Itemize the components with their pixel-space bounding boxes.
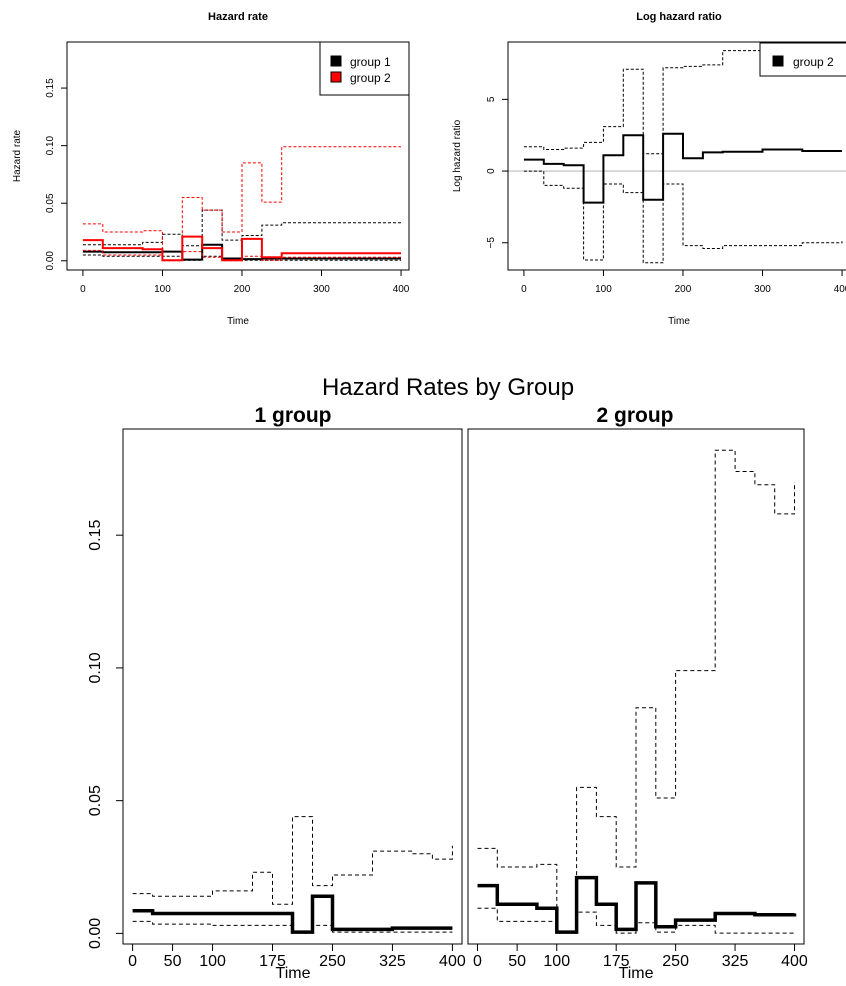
- hazard-rates-by-group: Hazard Rates by Group 1 group 0 50 100 175 2…: [87, 374, 808, 982]
- panel-estimate-group-1: [132, 894, 453, 934]
- legend-swatch-group-2-ratio: [772, 55, 784, 67]
- hazard-rate-title: Hazard rate: [208, 11, 268, 23]
- x-tick-label: 325: [379, 953, 406, 970]
- y-tick-label: 0.05: [87, 785, 104, 816]
- x-tick-label: 400: [439, 953, 466, 970]
- x-tick-label: 175: [259, 953, 286, 970]
- log-hr-lower-ci: [523, 170, 843, 264]
- x-tick-label: 400: [834, 284, 846, 295]
- x-tick-label: 100: [154, 284, 171, 295]
- panel-upper-ci-group-2: [477, 449, 795, 933]
- log-hazard-ratio-ylabel: Log hazard ratio: [452, 119, 463, 192]
- legend-label-group-1: group 1: [350, 55, 391, 69]
- y-tick-label: 0.15: [87, 520, 104, 551]
- y-tick-label: 0.00: [45, 251, 56, 271]
- x-tick-label: 400: [781, 953, 808, 970]
- panel-2-group-frame: [467, 428, 805, 945]
- x-tick-label: 100: [595, 284, 612, 295]
- panel-lower-ci-group-1: [132, 920, 453, 934]
- x-tick-label: 200: [675, 284, 692, 295]
- x-tick-label: 325: [722, 953, 749, 970]
- hazard-rate-legend-box: [319, 41, 410, 96]
- panel-2-group-title: 2 group: [597, 404, 674, 427]
- log-hazard-ratio-title: Log hazard ratio: [636, 11, 722, 23]
- hazard-upper-ci-group-2: [82, 146, 401, 261]
- panel-1-group-xlabel: Time: [276, 965, 311, 982]
- hazard-rates-by-group-title: Hazard Rates by Group: [322, 374, 574, 401]
- panel-1-group-title: 1 group: [255, 404, 332, 427]
- y-tick-label: 0: [486, 168, 497, 174]
- hazard-estimate-group-2: [82, 235, 401, 262]
- x-tick-label: 250: [319, 953, 346, 970]
- log-hr-estimate: [523, 132, 842, 204]
- hazard-rate-panel: Hazard rate 0 100 200 300 400 0.00 0.05 0.10 0.1…: [12, 11, 410, 327]
- x-tick-label: 100: [199, 953, 226, 970]
- log-hazard-ratio-xlabel: Time: [668, 316, 690, 327]
- y-tick-label: −5: [486, 237, 497, 249]
- legend-label-group-2-ratio: group 2: [793, 55, 834, 69]
- x-tick-label: 175: [603, 953, 630, 970]
- hazard-upper-ci-group-1: [82, 209, 401, 247]
- x-tick-label: 0: [473, 953, 482, 970]
- x-tick-label: 0: [80, 284, 86, 295]
- y-tick-label: 0.05: [45, 193, 56, 213]
- log-hazard-ratio-legend: group 2: [759, 42, 846, 77]
- legend-swatch-group-1: [330, 55, 342, 67]
- hazard-estimate-group-1: [82, 243, 401, 261]
- y-tick-label: 0.15: [45, 78, 56, 98]
- hazard-rate-ylabel: Hazard rate: [12, 129, 23, 182]
- legend-swatch-group-2: [330, 71, 342, 83]
- panel-2-group-xlabel: Time: [619, 965, 654, 982]
- log-hazard-ratio-plot-frame: [507, 41, 846, 271]
- x-tick-label: 100: [543, 953, 570, 970]
- x-tick-label: 200: [234, 284, 251, 295]
- hazard-lower-ci-group-1: [82, 254, 401, 261]
- panel-estimate-group-2: [477, 875, 797, 934]
- panel-1-group-frame: [122, 428, 463, 945]
- y-tick-label: 0.00: [87, 918, 104, 949]
- hazard-rate-plot-frame: [66, 41, 410, 271]
- x-tick-label: 0: [128, 953, 137, 970]
- x-tick-label: 50: [508, 953, 526, 970]
- x-tick-label: 400: [393, 284, 410, 295]
- log-hr-upper-ci: [523, 50, 843, 155]
- panel-upper-ci-group-1: [132, 816, 453, 905]
- hazard-rate-legend: group 1 group 2: [319, 41, 410, 96]
- legend-label-group-2: group 2: [350, 71, 391, 85]
- y-tick-label: 5: [486, 96, 497, 102]
- x-tick-label: 300: [313, 284, 330, 295]
- x-tick-label: 50: [164, 953, 182, 970]
- hazard-lower-ci-group-2: [82, 249, 401, 262]
- x-tick-label: 250: [662, 953, 689, 970]
- y-tick-label: 0.10: [87, 652, 104, 683]
- hazard-rate-xlabel: Time: [227, 316, 249, 327]
- y-tick-label: 0.10: [45, 135, 56, 155]
- x-tick-label: 0: [521, 284, 527, 295]
- x-tick-label: 300: [754, 284, 771, 295]
